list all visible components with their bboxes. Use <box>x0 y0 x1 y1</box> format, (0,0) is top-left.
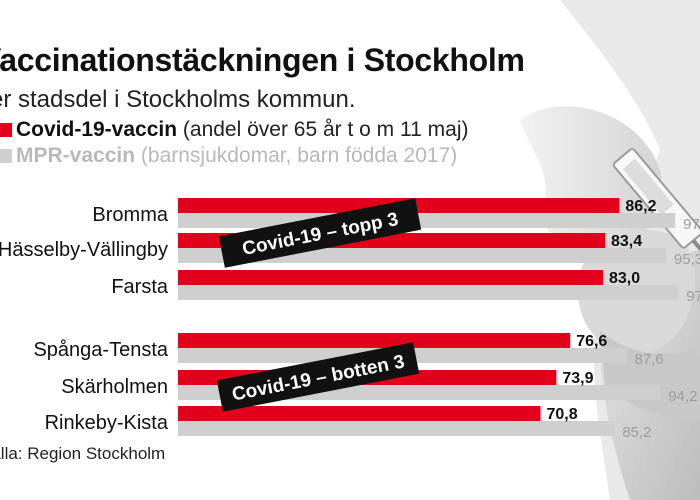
category-label: Hässelby-Vällingby <box>0 239 168 261</box>
value-label-mpr: 87,6 <box>635 351 664 368</box>
bar-covid <box>178 406 541 421</box>
legend-covid: Covid-19-vaccin (andel över 65 år t o m … <box>0 118 468 142</box>
category-label: Skärholmen <box>61 376 168 398</box>
value-label-mpr: 85,2 <box>622 424 651 441</box>
source-note: Källa: Region Stockholm <box>0 444 166 463</box>
value-label-mpr: 97,1 <box>683 216 700 233</box>
chart-subtitle: Per stadsdel i Stockholms kommun. <box>0 86 356 113</box>
group-tag-box <box>218 198 422 268</box>
bar-mpr <box>178 213 676 228</box>
value-label-mpr: 94,2 <box>668 388 697 405</box>
legend-covid-key: Covid-19-vaccin <box>16 118 178 141</box>
value-label-covid: 76,6 <box>576 333 607 350</box>
value-label-covid: 70,8 <box>546 406 577 423</box>
value-label-covid: 86,2 <box>625 198 656 215</box>
value-label-covid: 83,4 <box>611 233 642 250</box>
legend-mpr: MPR-vaccin (barnsjukdomar, barn födda 20… <box>0 144 457 168</box>
value-label-covid: 73,9 <box>562 370 593 387</box>
value-label-mpr: 95,3 <box>674 251 700 268</box>
bar-covid <box>178 270 603 285</box>
category-label: Spånga-Tensta <box>33 339 168 361</box>
legend-mpr-desc: (barnsjukdomar, barn födda 2017) <box>140 144 458 167</box>
bar-mpr <box>178 421 615 436</box>
bar-covid <box>178 333 571 348</box>
legend-mpr-swatch <box>0 149 12 163</box>
category-label: Bromma <box>92 204 168 226</box>
value-label-covid: 83,0 <box>609 270 640 287</box>
value-label-mpr: 97,7 <box>686 288 700 305</box>
category-label: Farsta <box>111 276 169 298</box>
legend-mpr-key: MPR-vaccin <box>16 144 136 167</box>
legend-covid-swatch <box>0 123 12 137</box>
category-label: Rinkeby-Kista <box>45 412 169 434</box>
group-tag-box <box>216 342 420 412</box>
chart-title: Vaccinationstäckningen i Stockholm <box>0 42 525 78</box>
legend-covid-desc: (andel över 65 år t o m 11 maj) <box>182 118 469 141</box>
bar-mpr <box>178 285 679 300</box>
